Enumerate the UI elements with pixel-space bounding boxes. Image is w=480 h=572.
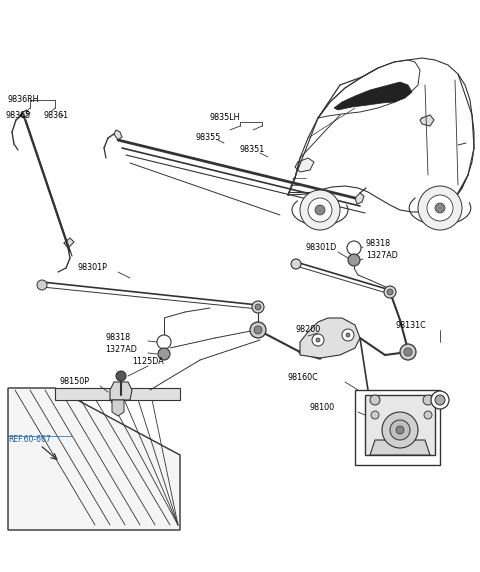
Text: 98301D: 98301D: [305, 244, 336, 252]
Circle shape: [384, 286, 396, 298]
Text: 98160C: 98160C: [288, 374, 319, 383]
Polygon shape: [55, 388, 180, 400]
Text: 98365: 98365: [5, 110, 30, 120]
Text: REF.60-667: REF.60-667: [8, 435, 51, 444]
Polygon shape: [355, 193, 364, 204]
Text: 98150P: 98150P: [60, 378, 90, 387]
Circle shape: [382, 412, 418, 448]
Circle shape: [418, 186, 462, 230]
Text: 98361: 98361: [44, 110, 69, 120]
Circle shape: [158, 348, 170, 360]
Circle shape: [312, 334, 324, 346]
Circle shape: [116, 371, 126, 381]
Circle shape: [400, 344, 416, 360]
Circle shape: [346, 333, 350, 337]
Circle shape: [347, 241, 361, 255]
Polygon shape: [300, 318, 360, 358]
Circle shape: [157, 335, 171, 349]
Polygon shape: [8, 388, 180, 530]
Circle shape: [424, 411, 432, 419]
Circle shape: [300, 190, 340, 230]
Circle shape: [396, 426, 404, 434]
Text: 98318: 98318: [105, 333, 130, 343]
Circle shape: [291, 259, 301, 269]
Circle shape: [252, 301, 264, 313]
Circle shape: [435, 395, 445, 405]
Text: 98200: 98200: [296, 325, 321, 335]
Text: 98131C: 98131C: [396, 320, 427, 329]
Polygon shape: [295, 158, 314, 172]
Text: 9835LH: 9835LH: [210, 113, 240, 122]
Text: 9836RH: 9836RH: [8, 96, 39, 105]
Polygon shape: [365, 395, 435, 455]
Circle shape: [37, 280, 47, 290]
Text: 1327AD: 1327AD: [105, 345, 137, 355]
Circle shape: [255, 304, 261, 310]
Circle shape: [435, 203, 445, 213]
Circle shape: [308, 198, 332, 222]
Text: 1327AD: 1327AD: [366, 252, 398, 260]
Text: 98318: 98318: [366, 240, 391, 248]
Polygon shape: [20, 110, 30, 118]
Circle shape: [427, 195, 453, 221]
Text: 1125DA: 1125DA: [132, 358, 164, 367]
Polygon shape: [370, 440, 430, 455]
Circle shape: [315, 205, 325, 215]
Polygon shape: [114, 130, 122, 140]
Circle shape: [387, 289, 393, 295]
Text: 98351: 98351: [240, 145, 265, 154]
Circle shape: [431, 391, 449, 409]
Polygon shape: [64, 238, 74, 248]
Text: 98100: 98100: [310, 403, 335, 412]
Circle shape: [390, 420, 410, 440]
Circle shape: [404, 348, 412, 356]
Circle shape: [316, 338, 320, 342]
Polygon shape: [110, 382, 132, 400]
Circle shape: [254, 326, 262, 334]
Text: 98355: 98355: [196, 133, 221, 141]
Polygon shape: [334, 82, 412, 110]
Circle shape: [250, 322, 266, 338]
Circle shape: [342, 329, 354, 341]
Circle shape: [348, 254, 360, 266]
Circle shape: [423, 395, 433, 405]
Polygon shape: [112, 400, 124, 416]
Text: 98301P: 98301P: [78, 264, 108, 272]
Circle shape: [371, 411, 379, 419]
Polygon shape: [420, 115, 434, 126]
Circle shape: [370, 395, 380, 405]
